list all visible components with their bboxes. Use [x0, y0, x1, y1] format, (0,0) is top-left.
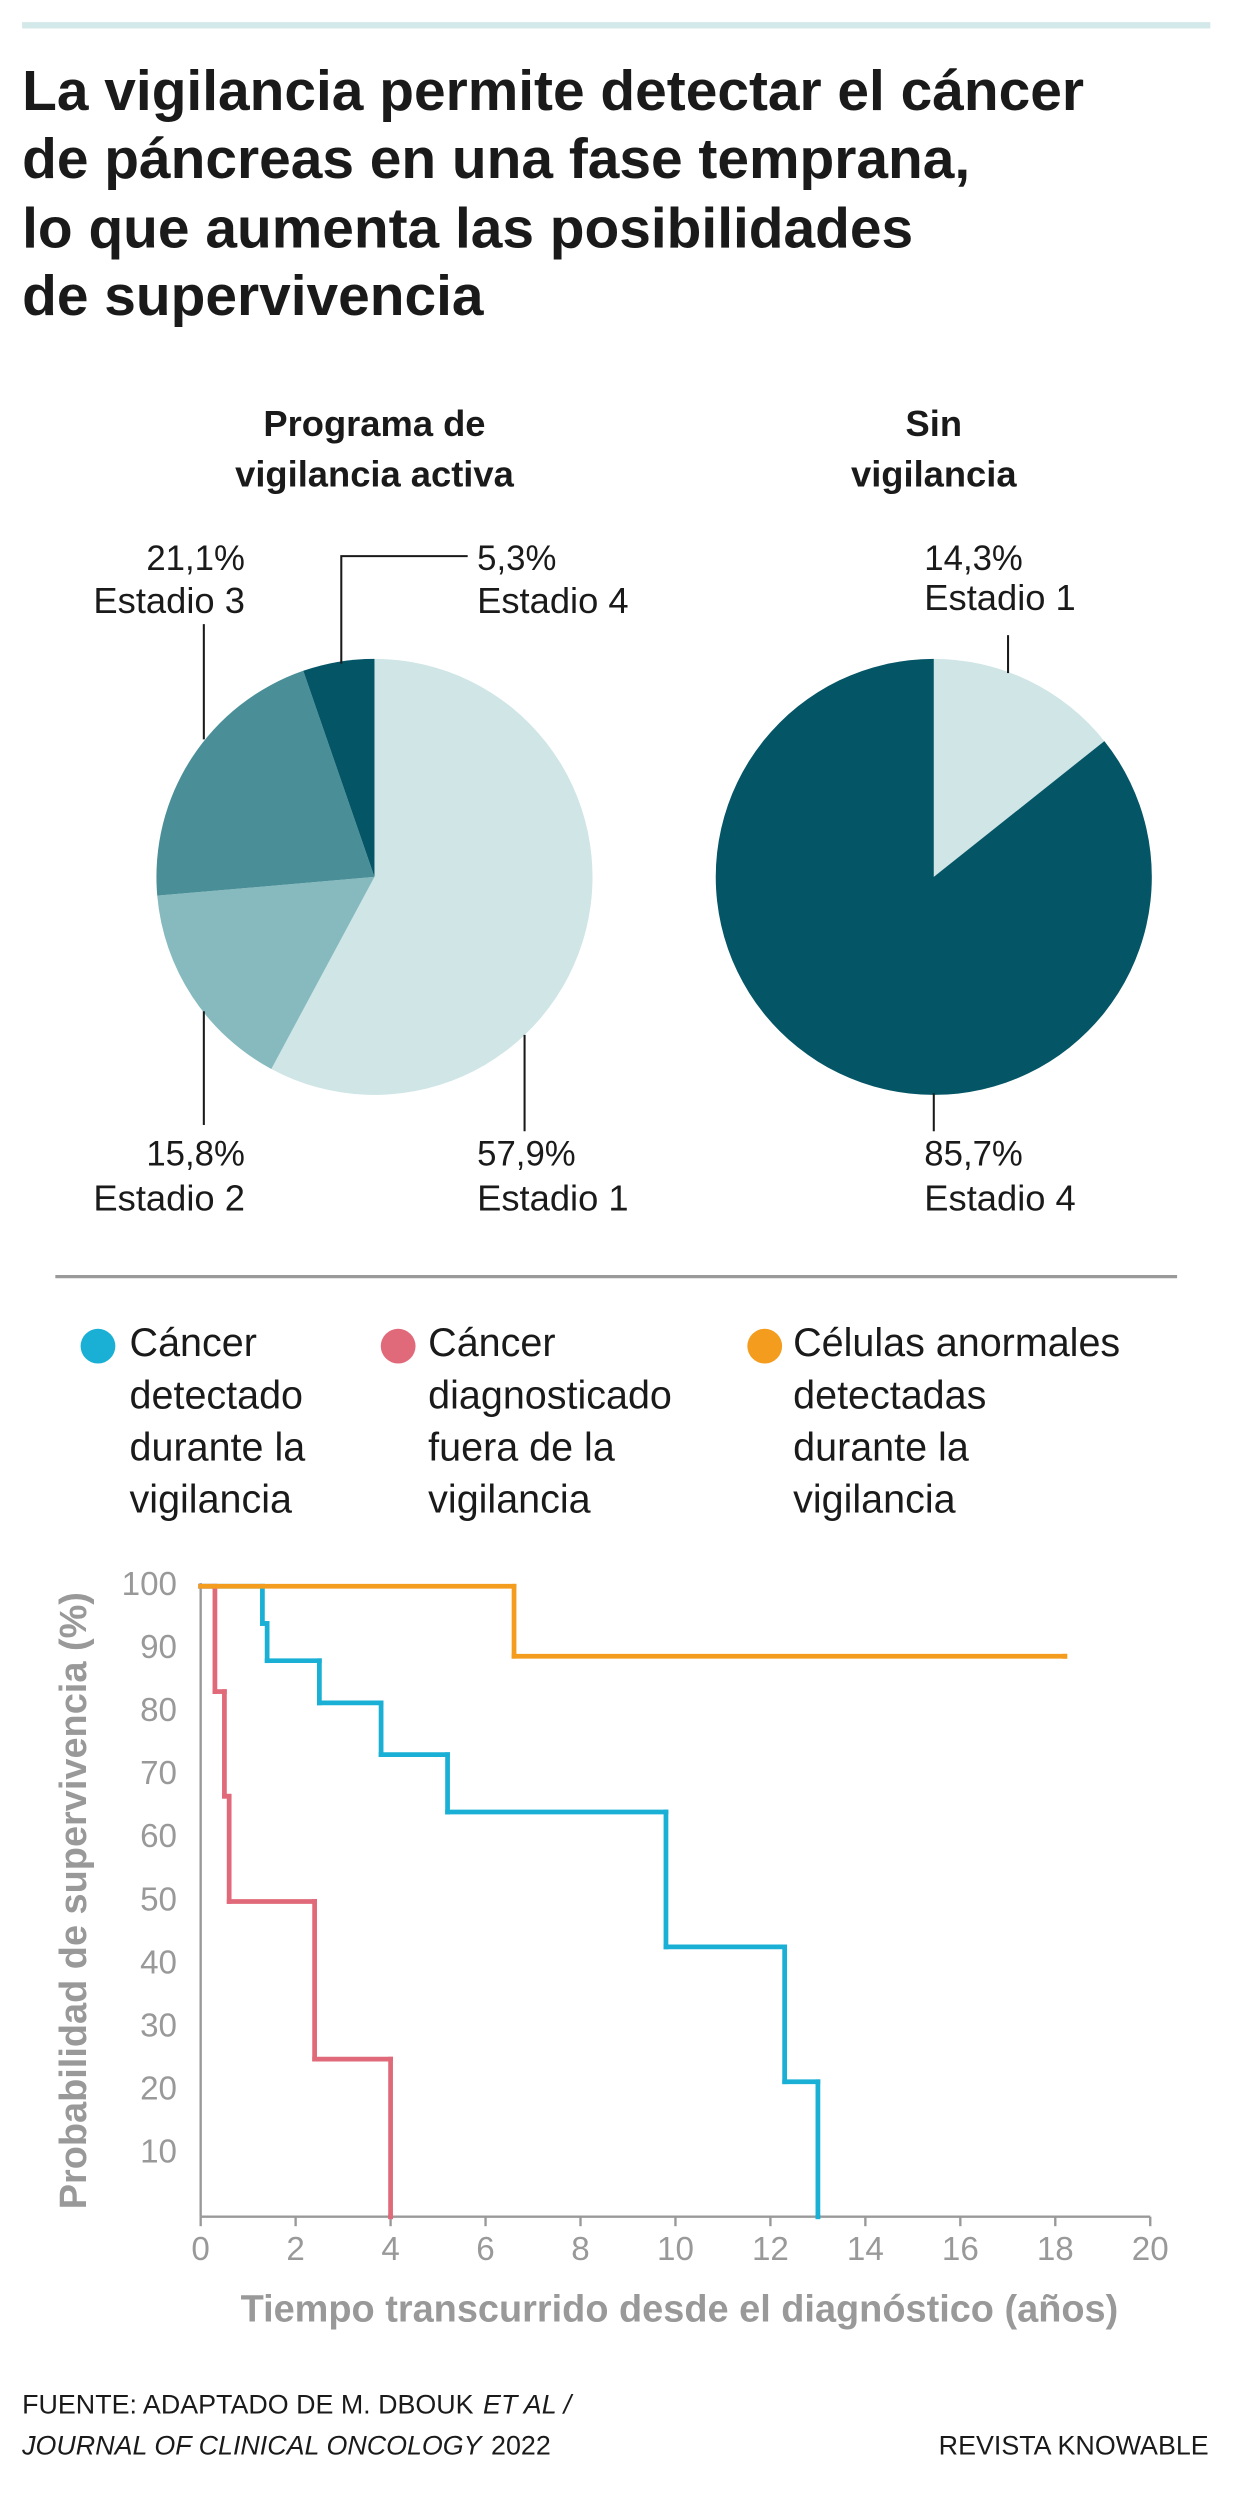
legend-line: diagnosticado	[428, 1374, 672, 1418]
y-axis-title: Probabilidad de supervivencia (%)	[53, 1592, 95, 2209]
y-tick-label: 60	[140, 1818, 177, 1855]
category-label: Estadio 1	[477, 1177, 628, 1218]
y-tick-label: 40	[140, 1944, 177, 1981]
source-text: ET AL /	[483, 2389, 574, 2419]
pie-slice	[303, 658, 375, 877]
legend-marker	[380, 1328, 416, 1364]
value-label: 85,7%	[924, 1136, 1023, 1174]
pie-slice	[156, 670, 375, 896]
legend-line: vigilancia	[793, 1478, 955, 1522]
x-tick-label: 4	[381, 2231, 399, 2268]
value-label: 15,8%	[146, 1136, 245, 1174]
source: FUENTE: ADAPTADO DE M. DBOUK ET AL /	[22, 2389, 573, 2419]
title-line: La vigilancia permite detectar el cáncer	[22, 60, 1084, 123]
title-line: de páncreas en una fase temprana,	[22, 128, 970, 191]
pie-title: vigilancia	[851, 454, 1017, 495]
y-tick-label: 90	[140, 1629, 177, 1666]
source-text: 2022	[491, 2430, 551, 2460]
x-axis-title: Tiempo transcurrido desde el diagnóstico…	[241, 2289, 1119, 2331]
pie-title: vigilancia activa	[235, 454, 514, 495]
legend-line: Células anormales	[793, 1322, 1120, 1366]
legend-line: detectado	[130, 1374, 303, 1418]
value-label: 57,9%	[477, 1136, 576, 1174]
y-tick-label: 100	[122, 1566, 177, 1603]
x-tick-label: 20	[1132, 2231, 1169, 2268]
pie-title: Programa de	[263, 403, 485, 444]
source-text: JOURNAL OF CLINICAL ONCOLOGY	[21, 2430, 484, 2460]
x-tick-label: 6	[476, 2231, 494, 2268]
legend-line: durante la	[130, 1426, 306, 1470]
legend-line: Cáncer	[130, 1322, 257, 1366]
top-rule	[22, 22, 1211, 29]
x-tick-label: 16	[942, 2231, 979, 2268]
credit: REVISTA KNOWABLE	[939, 2430, 1209, 2460]
pie-slice	[715, 658, 1152, 1095]
x-tick-label: 18	[1037, 2231, 1074, 2268]
pie-slice	[271, 658, 593, 1095]
legend-line: Cáncer	[428, 1322, 555, 1366]
legend-label: Cáncer detectado durante la vigilancia	[130, 1322, 306, 1522]
value-label: 21,1%	[146, 540, 245, 578]
x-tick-label: 8	[571, 2231, 589, 2268]
y-tick-label: 80	[140, 1692, 177, 1729]
legend-label: Cáncer diagnosticado fuera de la vigilancia	[428, 1322, 672, 1522]
pie-slice	[157, 876, 375, 1069]
source: JOURNAL OF CLINICAL ONCOLOGY 2022	[21, 2430, 551, 2460]
x-tick-label: 12	[752, 2231, 789, 2268]
legend-line: fuera de la	[428, 1426, 615, 1470]
source-text: FUENTE: ADAPTADO DE M. DBOUK	[22, 2389, 474, 2419]
value-label: 14,3%	[924, 540, 1023, 578]
category-label: Estadio 1	[924, 577, 1075, 618]
value-label: 5,3%	[477, 540, 556, 578]
x-tick-label: 10	[657, 2231, 694, 2268]
pie-slice	[933, 658, 1105, 877]
category-label: Estadio 4	[477, 580, 628, 621]
title-line: lo que aumenta las posibilidades	[22, 197, 913, 260]
x-tick-label: 0	[191, 2231, 209, 2268]
category-label: Estadio 2	[93, 1177, 244, 1218]
x-tick-label: 2	[286, 2231, 304, 2268]
y-tick-label: 10	[140, 2133, 177, 2170]
y-tick-label: 30	[140, 2007, 177, 2044]
y-tick-label: 20	[140, 2070, 177, 2107]
y-tick-label: 50	[140, 1881, 177, 1918]
x-tick-label: 14	[847, 2231, 884, 2268]
title-line: de supervivencia	[22, 265, 484, 328]
leader-line	[340, 555, 468, 664]
y-tick-label: 70	[140, 1755, 177, 1792]
category-label: Estadio 4	[924, 1177, 1075, 1218]
category-label: Estadio 3	[93, 580, 244, 621]
legend-line: vigilancia	[428, 1478, 590, 1522]
legend-marker	[747, 1328, 783, 1364]
pie-title: Sin	[906, 403, 963, 444]
legend-marker	[80, 1328, 116, 1364]
legend-line: vigilancia	[130, 1478, 292, 1522]
legend-label: Células anormales detectadas durante la vig…	[793, 1322, 1120, 1522]
legend-line: durante la	[793, 1426, 969, 1470]
legend-line: detectadas	[793, 1374, 986, 1418]
